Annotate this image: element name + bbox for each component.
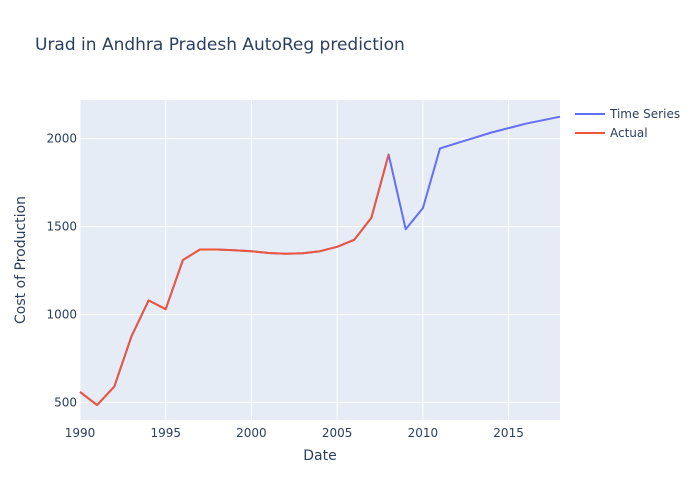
- x-axis-ticks: 1990 1995 2000 2005 2010 2015: [65, 426, 524, 440]
- y-tick-label: 1000: [46, 308, 77, 322]
- grid: [79, 100, 560, 420]
- x-axis-title: Date: [303, 448, 336, 464]
- x-tick-label: 1990: [65, 426, 96, 440]
- legend-label: Time Series: [609, 107, 680, 121]
- y-axis-ticks: 500 1000 1500 2000: [46, 132, 77, 410]
- y-tick-label: 2000: [46, 132, 77, 146]
- y-tick-label: 1500: [46, 220, 77, 234]
- x-tick-label: 2000: [236, 426, 267, 440]
- y-tick-label: 500: [54, 395, 77, 409]
- x-tick-label: 2005: [322, 426, 353, 440]
- x-tick-label: 1995: [150, 426, 181, 440]
- series-line-actual: [79, 154, 390, 407]
- chart-title: Urad in Andhra Pradesh AutoReg predictio…: [35, 35, 405, 55]
- legend: Time Series Actual: [575, 107, 680, 140]
- legend-label: Actual: [610, 126, 648, 140]
- x-tick-label: 2010: [408, 426, 439, 440]
- x-tick-label: 2015: [493, 426, 524, 440]
- y-axis-title: Cost of Production: [13, 196, 29, 324]
- plot-area: [80, 100, 560, 420]
- series-lines: [79, 115, 561, 407]
